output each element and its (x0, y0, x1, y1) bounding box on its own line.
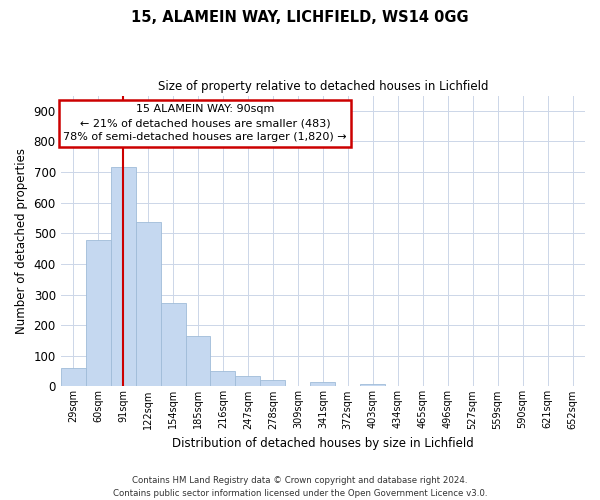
Y-axis label: Number of detached properties: Number of detached properties (15, 148, 28, 334)
X-axis label: Distribution of detached houses by size in Lichfield: Distribution of detached houses by size … (172, 437, 474, 450)
Bar (136, 222, 161, 386)
Bar (185, 336, 211, 386)
Title: Size of property relative to detached houses in Lichfield: Size of property relative to detached ho… (158, 80, 488, 93)
Bar (110, 167, 136, 386)
Text: Contains HM Land Registry data © Crown copyright and database right 2024.
Contai: Contains HM Land Registry data © Crown c… (113, 476, 487, 498)
Bar (61, 368, 86, 386)
Text: 15 ALAMEIN WAY: 90sqm
← 21% of detached houses are smaller (483)
78% of semi-det: 15 ALAMEIN WAY: 90sqm ← 21% of detached … (63, 104, 347, 142)
Bar (235, 376, 260, 386)
Bar (310, 382, 335, 386)
Bar (86, 240, 110, 386)
Bar (211, 372, 235, 386)
Bar (360, 384, 385, 386)
Text: 15, ALAMEIN WAY, LICHFIELD, WS14 0GG: 15, ALAMEIN WAY, LICHFIELD, WS14 0GG (131, 10, 469, 25)
Bar (260, 380, 286, 386)
Bar (161, 304, 185, 386)
